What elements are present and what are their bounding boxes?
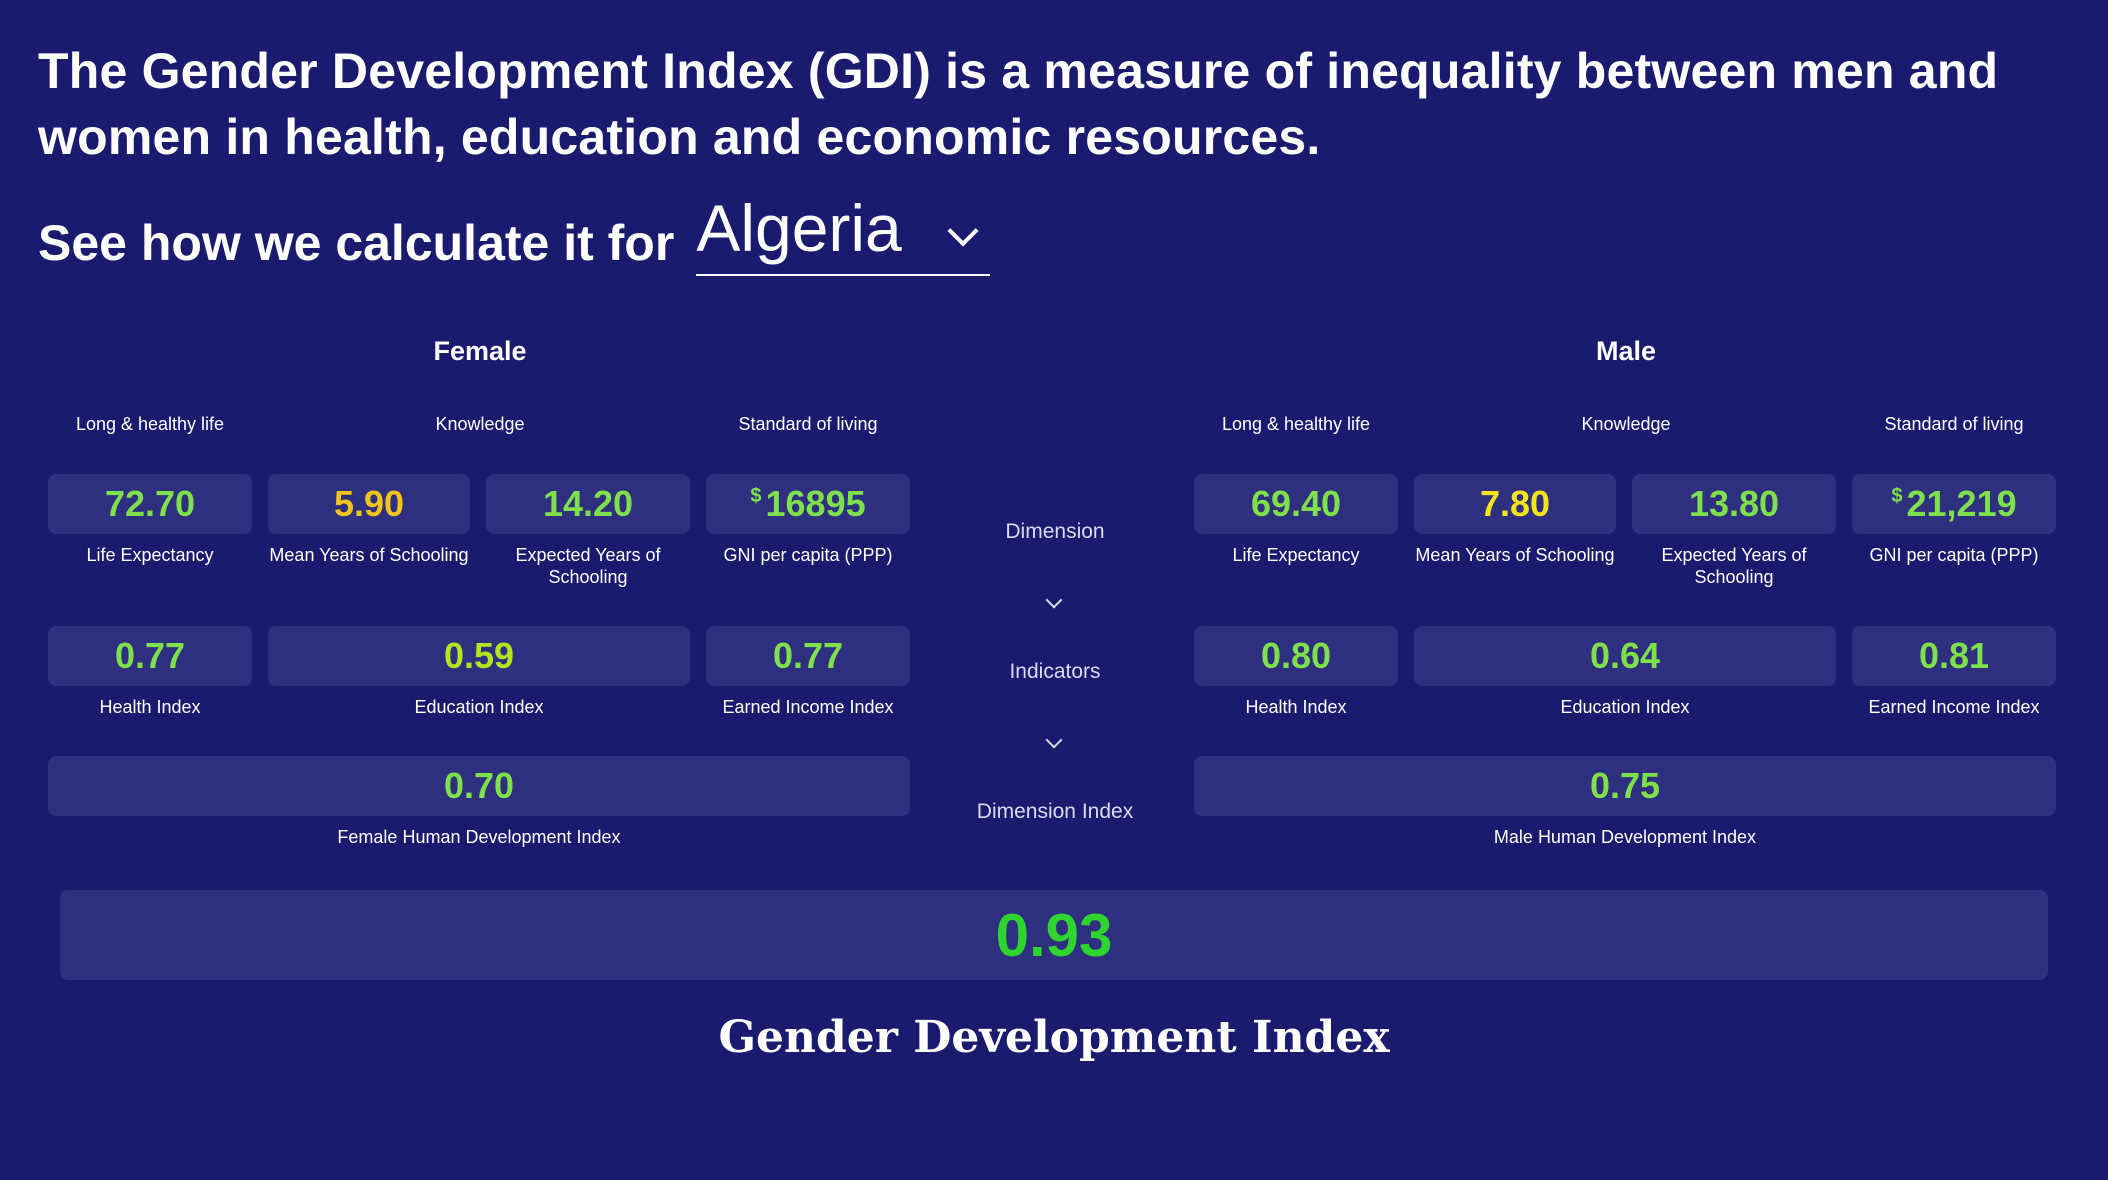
male-income-index-tile: 0.81 (1852, 626, 2056, 686)
male-hdi-label: Male Human Development Index (1493, 827, 1757, 847)
male-mean-schooling-label: Mean Years of Schooling (1415, 545, 1615, 565)
flow-dimension-index-label: Dimension Index (976, 800, 1134, 823)
flow-dimension-label: Dimension (1005, 520, 1105, 543)
male-expected-schooling-value: 13.80 (1688, 483, 1780, 524)
female-dim-health: Long & healthy life (75, 414, 225, 434)
female-education-index-value: 0.59 (443, 635, 515, 676)
male-life-expectancy-label: Life Expectancy (1232, 545, 1360, 565)
female-mean-schooling-value: 5.90 (333, 483, 405, 524)
female-gni-label: GNI per capita (PPP) (723, 545, 893, 565)
male-gni-label: GNI per capita (PPP) (1869, 545, 2039, 565)
gdi-value: 0.93 (995, 901, 1113, 969)
male-gni-value: 21,219 (1906, 483, 2017, 524)
female-mean-schooling-tile: 5.90 (268, 474, 470, 534)
male-life-expectancy-value: 69.40 (1250, 483, 1342, 524)
male-dim-knowledge: Knowledge (1581, 414, 1671, 434)
currency-symbol: $ (750, 484, 762, 507)
male-education-index-value: 0.64 (1589, 635, 1661, 676)
female-health-index-label: Health Index (99, 697, 201, 717)
female-dim-living: Standard of living (738, 414, 878, 434)
male-hdi-value: 0.75 (1589, 765, 1661, 806)
male-health-index-value: 0.80 (1260, 635, 1332, 676)
female-expected-schooling-label: Expected Years of Schooling (515, 545, 661, 587)
male-title: Male (1595, 336, 1657, 366)
male-expected-schooling-label: Expected Years of Schooling (1661, 545, 1807, 587)
country-dropdown[interactable]: Algeria (696, 190, 991, 276)
female-health-index-value: 0.77 (114, 635, 186, 676)
female-mean-schooling-label: Mean Years of Schooling (269, 545, 469, 565)
country-name: Algeria (696, 191, 902, 265)
male-education-index-label: Education Index (1560, 697, 1690, 717)
female-life-expectancy-label: Life Expectancy (86, 545, 214, 565)
male-mean-schooling-value: 7.80 (1479, 483, 1551, 524)
female-education-index-label: Education Index (414, 697, 544, 717)
male-dim-health: Long & healthy life (1221, 414, 1371, 434)
female-life-expectancy-value: 72.70 (104, 483, 196, 524)
intro-line-2: women in health, education and economic … (38, 109, 1321, 165)
male-dim-living: Standard of living (1884, 414, 2024, 434)
female-dim-knowledge: Knowledge (435, 414, 525, 434)
male-life-expectancy-tile: 69.40 (1194, 474, 1398, 534)
currency-symbol: $ (1891, 484, 1903, 507)
female-expected-schooling-value: 14.20 (542, 483, 634, 524)
male-mean-schooling-tile: 7.80 (1414, 474, 1616, 534)
female-income-index-value: 0.77 (772, 635, 844, 676)
female-expected-schooling-tile: 14.20 (486, 474, 690, 534)
chevron-down-icon (947, 215, 979, 247)
chevron-down-icon (1045, 731, 1063, 749)
female-hdi-tile: 0.70 (48, 756, 910, 816)
male-education-index-tile: 0.64 (1414, 626, 1836, 686)
intro-line-1: The Gender Development Index (GDI) is a … (38, 43, 1999, 99)
see-label: See how we calculate it for (38, 215, 675, 271)
male-health-index-label: Health Index (1245, 697, 1347, 717)
gdi-title: Gender Development Index (718, 1012, 1390, 1063)
male-income-index-label: Earned Income Index (1868, 697, 2040, 717)
chevron-down-icon (1045, 591, 1063, 609)
male-health-index-tile: 0.80 (1194, 626, 1398, 686)
female-health-index-tile: 0.77 (48, 626, 252, 686)
female-hdi-label: Female Human Development Index (337, 827, 621, 847)
male-hdi-tile: 0.75 (1194, 756, 2056, 816)
female-life-expectancy-tile: 72.70 (48, 474, 252, 534)
female-gni-value: 16895 (765, 483, 866, 524)
female-education-index-tile: 0.59 (268, 626, 690, 686)
country-selector-row: See how we calculate it for Algeria (38, 190, 991, 276)
flow-indicators-label: Indicators (1009, 660, 1101, 683)
female-title: Female (433, 336, 527, 366)
intro-text: The Gender Development Index (GDI) is a … (38, 38, 2038, 170)
male-gni-tile: $ 21,219 (1852, 474, 2056, 534)
male-income-index-value: 0.81 (1918, 635, 1990, 676)
gdi-tile: 0.93 (60, 890, 2048, 980)
male-expected-schooling-tile: 13.80 (1632, 474, 1836, 534)
female-income-index-label: Earned Income Index (722, 697, 894, 717)
female-gni-tile: $ 16895 (706, 474, 910, 534)
female-hdi-value: 0.70 (443, 765, 515, 806)
female-income-index-tile: 0.77 (706, 626, 910, 686)
